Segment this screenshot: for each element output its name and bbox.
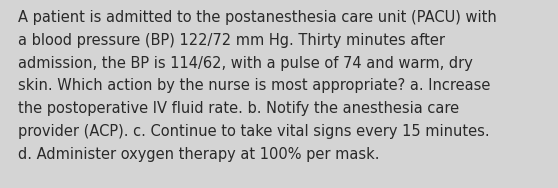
Text: skin. Which action by the nurse is most appropriate? a. Increase: skin. Which action by the nurse is most … — [18, 78, 490, 93]
Text: the postoperative IV fluid rate. b. Notify the anesthesia care: the postoperative IV fluid rate. b. Noti… — [18, 101, 459, 116]
Text: admission, the BP is 114/62, with a pulse of 74 and warm, dry: admission, the BP is 114/62, with a puls… — [18, 56, 473, 71]
Text: A patient is admitted to the postanesthesia care unit (PACU) with: A patient is admitted to the postanesthe… — [18, 10, 497, 25]
Text: a blood pressure (BP) 122/72 mm Hg. Thirty minutes after: a blood pressure (BP) 122/72 mm Hg. Thir… — [18, 33, 445, 48]
Text: provider (ACP). c. Continue to take vital signs every 15 minutes.: provider (ACP). c. Continue to take vita… — [18, 124, 489, 139]
Text: d. Administer oxygen therapy at 100% per mask.: d. Administer oxygen therapy at 100% per… — [18, 147, 379, 162]
